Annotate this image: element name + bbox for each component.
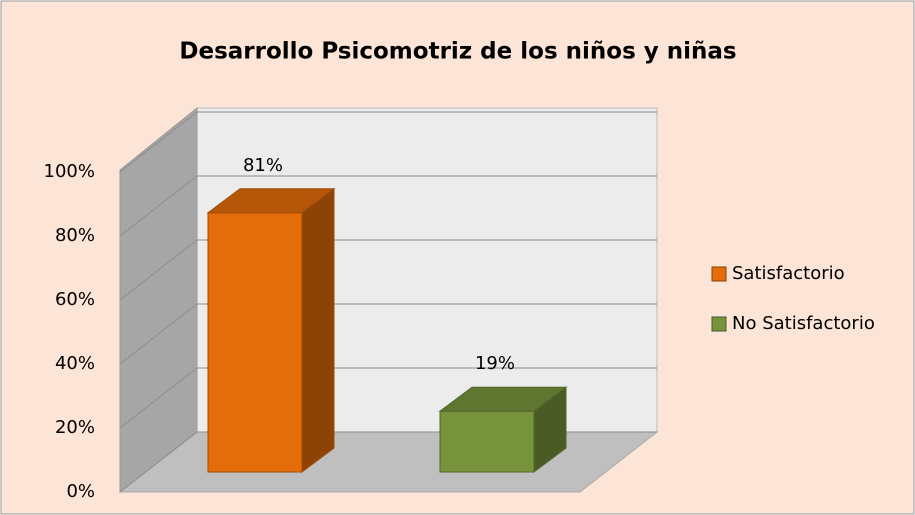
- bar-top: [438, 386, 568, 412]
- bar: [206, 187, 336, 473]
- grid-line: [119, 111, 657, 173]
- floor: [118, 431, 659, 493]
- legend-label: No Satisfactorio: [732, 313, 875, 334]
- legend-swatch: [711, 316, 727, 332]
- legend-swatch: [711, 266, 727, 282]
- bar-front: [207, 212, 303, 473]
- y-tick-label: 60%: [55, 289, 95, 310]
- legend-label: Satisfactorio: [732, 263, 845, 284]
- bar: [438, 386, 568, 473]
- y-tick-label: 0%: [66, 481, 95, 502]
- y-tick-label: 40%: [55, 353, 95, 374]
- bar-side: [301, 187, 335, 473]
- data-label: 81%: [243, 155, 283, 176]
- grid-line: [119, 175, 657, 237]
- side-wall: [119, 106, 198, 494]
- bar-top: [206, 188, 336, 214]
- y-tick-label: 100%: [44, 161, 95, 182]
- bar-front: [439, 410, 535, 473]
- chart-title: Desarrollo Psicomotriz de los niños y ni…: [179, 39, 736, 65]
- grid-line: [119, 239, 657, 301]
- grid-line: [119, 303, 657, 365]
- data-label: 19%: [475, 353, 515, 374]
- y-tick-label: 80%: [55, 225, 95, 246]
- grid-line: [119, 367, 657, 429]
- y-tick-label: 20%: [55, 417, 95, 438]
